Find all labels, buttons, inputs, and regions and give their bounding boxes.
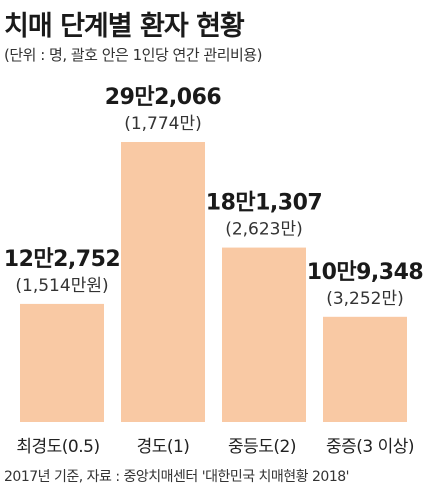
category-label: 최경도(0.5): [16, 437, 99, 457]
cost-label: (3,252만): [326, 289, 404, 309]
category-label: 중등도(2): [228, 437, 296, 457]
value-label: 10만9,348: [307, 260, 423, 285]
category-label: 경도(1): [137, 437, 190, 457]
value-label: 12만2,752: [4, 247, 120, 272]
cost-label: (1,514만원): [15, 276, 108, 296]
chart-subtitle: (단위 : 명, 괄호 안은 1인당 연간 관리비용): [4, 46, 262, 64]
cost-label: (1,774만): [124, 114, 202, 134]
source-note: 2017년 기준, 자료 : 중앙치매센터 '대한민국 치매현황 2018': [4, 469, 350, 485]
bar: [222, 247, 306, 422]
value-label: 18만1,307: [206, 191, 322, 216]
chart-title: 치매 단계별 환자 현황: [4, 11, 245, 42]
bar: [20, 303, 104, 422]
cost-label: (2,623만): [225, 220, 303, 240]
value-label: 29만2,066: [105, 85, 222, 110]
bar: [121, 142, 205, 422]
bar: [323, 316, 407, 422]
category-label: 중증(3 이상): [326, 437, 414, 457]
